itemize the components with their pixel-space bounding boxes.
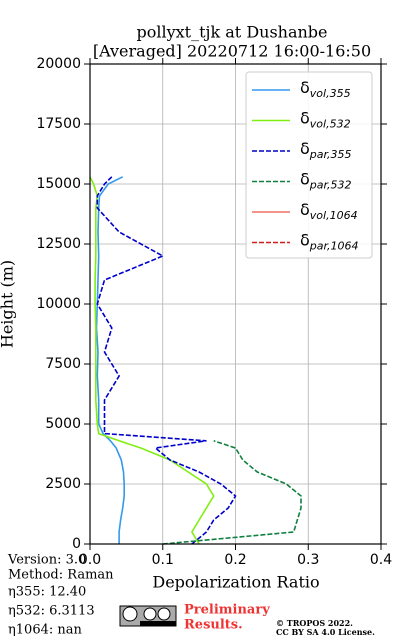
- cc-logo: [119, 605, 177, 627]
- y-axis-label: Height (m): [0, 260, 17, 348]
- copyright-note: CC BY SA 4.0 License.: [276, 627, 375, 637]
- legend-subscript: vol,532: [310, 118, 351, 131]
- legend-label: δpar,532: [300, 169, 352, 192]
- y-tick-label: 12500: [36, 236, 81, 252]
- x-tick-label: 0.0: [79, 552, 101, 568]
- legend-label: δpar,1064: [300, 230, 359, 253]
- y-tick-label: 20000: [36, 56, 81, 72]
- legend-symbol: δ: [300, 230, 310, 249]
- chart-title: pollyxt_tjk at Dushanbe: [136, 23, 327, 42]
- legend-subscript: vol,1064: [310, 209, 358, 222]
- x-tick-label: 0.4: [370, 552, 392, 568]
- y-tick-label: 0: [72, 536, 81, 552]
- legend-label: δvol,1064: [300, 200, 358, 223]
- info-text: Method: Raman: [8, 568, 114, 583]
- preliminary-note: Preliminary: [184, 603, 270, 618]
- legend-label: δpar,355: [300, 139, 352, 162]
- chart-subtitle: [Averaged] 20220712 16:00-16:50: [93, 42, 371, 61]
- legend-label: δvol,355: [300, 78, 351, 101]
- y-tick-label: 17500: [36, 116, 81, 132]
- x-axis-label: Depolarization Ratio: [152, 573, 319, 592]
- info-text: η355: 12.40: [8, 585, 86, 600]
- legend-subscript: par,355: [309, 148, 352, 161]
- profile-line: [95, 176, 125, 544]
- legend-label: δvol,532: [300, 108, 351, 131]
- legend-symbol: δ: [300, 139, 310, 158]
- x-tick-label: 0.3: [297, 552, 319, 568]
- legend-symbol: δ: [300, 108, 310, 127]
- y-tick-label: 15000: [36, 176, 81, 192]
- y-tick-label: 2500: [45, 476, 81, 492]
- y-tick-label: 5000: [45, 416, 81, 432]
- legend-symbol: δ: [300, 169, 310, 188]
- legend-symbol: δ: [300, 78, 310, 97]
- x-tick-label: 0.2: [224, 552, 246, 568]
- copyright-note: © TROPOS 2022.: [276, 618, 353, 628]
- info-text: Version: 3.0: [7, 553, 86, 568]
- profile-line: [89, 176, 215, 545]
- info-text: η1064: nan: [8, 623, 83, 638]
- legend-subscript: par,1064: [309, 240, 359, 253]
- profile-line: [96, 176, 237, 545]
- preliminary-note: Results.: [184, 618, 243, 633]
- legend-subscript: par,532: [309, 179, 352, 192]
- y-tick-label: 10000: [36, 296, 81, 312]
- plot-frame: [89, 63, 382, 545]
- profile-line: [162, 440, 302, 545]
- legend-subscript: vol,355: [310, 87, 351, 100]
- x-tick-label: 0.1: [152, 552, 174, 568]
- legend-symbol: δ: [300, 200, 310, 219]
- y-tick-label: 7500: [45, 356, 81, 372]
- info-text: η532: 6.3113: [8, 604, 95, 619]
